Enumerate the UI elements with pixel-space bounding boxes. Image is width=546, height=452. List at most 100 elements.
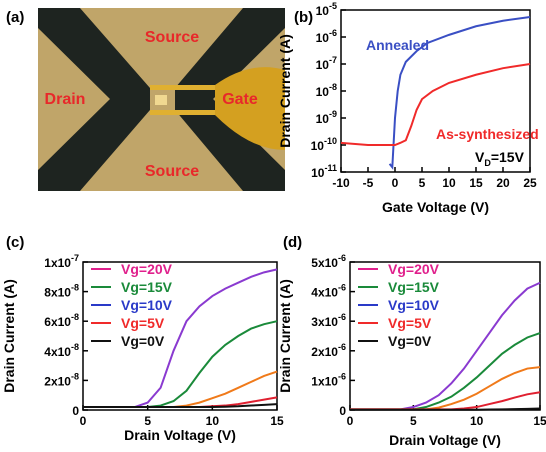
y-tick-label: 0: [72, 404, 79, 418]
y-tick-label-exponent: -6: [338, 371, 346, 381]
panel-label: (d): [283, 234, 302, 251]
x-tick-label: 25: [523, 176, 537, 190]
x-tick-label: 0: [347, 414, 354, 428]
y-tick-label-base: 6x10: [44, 315, 71, 329]
y-tick-label: 8x10-8: [44, 283, 79, 300]
y-tick-label-base: 10: [316, 31, 330, 45]
y-tick-label-base: 2x10: [311, 345, 338, 359]
y-tick-label-exponent: -6: [338, 312, 346, 322]
y-axis-label: Drain Current (A): [277, 34, 293, 148]
y-tick-label: 1x10-7: [44, 253, 79, 270]
legend-label: Vg=10V: [121, 297, 173, 313]
y-tick-label-base: 5x10: [311, 256, 338, 270]
y-tick-label-exponent: -8: [71, 283, 79, 293]
y-tick-label-base: 10: [316, 112, 330, 126]
y-tick-label: 3x10-6: [311, 312, 346, 329]
y-tick-label-exponent: -6: [338, 253, 346, 263]
annotation: VD=15V: [475, 149, 525, 168]
y-tick-label: 2x10-6: [311, 342, 346, 359]
photo-label: Drain: [45, 91, 86, 108]
y-axis-label: Drain Current (A): [277, 279, 293, 393]
y-tick-label-exponent: -9: [329, 109, 337, 119]
panel-label: (a): [6, 9, 24, 26]
y-tick-label-exponent: -8: [329, 82, 337, 92]
data-line: [83, 269, 277, 407]
legend-label: Vg=20V: [388, 261, 440, 277]
y-axis-label: Drain Current (A): [1, 279, 17, 393]
y-tick-label-exponent: -7: [329, 55, 337, 65]
x-tick-label: 15: [270, 414, 284, 428]
legend-label: Vg=5V: [388, 315, 432, 331]
y-tick-label-base: 8x10: [44, 286, 71, 300]
y-tick-label: 2x10-8: [44, 371, 79, 388]
photo-label: Gate: [222, 91, 258, 108]
photo-label: Source: [145, 29, 199, 46]
y-tick-label-base: 4x10: [311, 286, 338, 300]
plot-frame: [341, 10, 530, 172]
y-tick-label-base: 4x10: [44, 345, 71, 359]
y-tick-label-exponent: -6: [338, 283, 346, 293]
y-tick-label: 6x10-8: [44, 312, 79, 329]
x-axis-label: Drain Voltage (V): [124, 427, 236, 443]
legend-label: Vg=10V: [388, 297, 440, 313]
legend-label: Vg=15V: [121, 279, 173, 295]
y-tick-label: 10-7: [316, 55, 337, 72]
y-tick-label: 4x10-6: [311, 283, 346, 300]
x-tick-label: 10: [470, 414, 484, 428]
x-tick-label: -10: [332, 176, 350, 190]
series-label: As-synthesized: [436, 126, 539, 142]
legend-label: Vg=15V: [388, 279, 440, 295]
y-tick-label-exponent: -8: [71, 371, 79, 381]
legend-label: Vg=5V: [121, 315, 165, 331]
x-tick-label: 20: [496, 176, 510, 190]
y-tick-label-base: 1x10: [44, 256, 71, 270]
annotation-rest: =15V: [491, 149, 525, 165]
legend-label: Vg=0V: [121, 333, 165, 349]
y-tick-label-base: 10: [311, 139, 325, 153]
x-tick-label: -5: [363, 176, 374, 190]
y-tick-label-base: 1x10: [311, 374, 338, 388]
x-tick-label: 0: [80, 414, 87, 428]
y-tick-label: 5x10-6: [311, 253, 346, 270]
x-tick-label: 10: [442, 176, 456, 190]
panel-label: (c): [6, 234, 24, 251]
y-tick-label-base: 10: [316, 58, 330, 72]
photo-label: Source: [145, 163, 199, 180]
y-tick-label: 10-5: [316, 1, 337, 18]
y-tick-label-base: 10: [311, 166, 325, 180]
y-tick-label: 10-6: [316, 28, 337, 45]
y-tick-label-exponent: -11: [324, 163, 337, 173]
y-tick-label: 10-10: [311, 136, 337, 153]
plot-frame: [350, 262, 540, 410]
y-tick-label: 10-9: [316, 109, 337, 126]
y-tick-label: 4x10-8: [44, 342, 79, 359]
y-tick-label-exponent: -7: [71, 253, 79, 263]
x-axis-label: Gate Voltage (V): [382, 199, 489, 215]
y-tick-label: 10-8: [316, 82, 337, 99]
y-tick-label-exponent: -5: [329, 1, 337, 11]
x-tick-label: 5: [419, 176, 426, 190]
series-label: Annealed: [366, 37, 429, 53]
x-axis-label: Drain Voltage (V): [389, 432, 501, 448]
x-tick-label: 5: [410, 414, 417, 428]
x-tick-label: 15: [469, 176, 483, 190]
y-tick-label-exponent: -6: [338, 342, 346, 352]
x-tick-label: 10: [206, 414, 220, 428]
x-tick-label: 0: [392, 176, 399, 190]
y-tick-label-exponent: -8: [71, 342, 79, 352]
legend-label: Vg=0V: [388, 333, 432, 349]
y-tick-label-exponent: -6: [329, 28, 337, 38]
y-tick-label-exponent: -8: [71, 312, 79, 322]
x-tick-label: 5: [144, 414, 151, 428]
y-tick-label-base: 10: [316, 85, 330, 99]
y-tick-label: 1x10-6: [311, 371, 346, 388]
y-tick-label-exponent: -10: [324, 136, 337, 146]
y-tick-label-base: 10: [316, 4, 330, 18]
y-tick-label-base: 3x10: [311, 315, 338, 329]
legend-label: Vg=20V: [121, 261, 173, 277]
figure: (a) Source Drain Gate Source (b) -10 -5 0 5 1…: [0, 0, 546, 452]
panel-label: (b): [294, 9, 313, 26]
y-tick-label: 0: [339, 404, 346, 418]
x-tick-label: 15: [533, 414, 546, 428]
y-tick-label-base: 2x10: [44, 374, 71, 388]
